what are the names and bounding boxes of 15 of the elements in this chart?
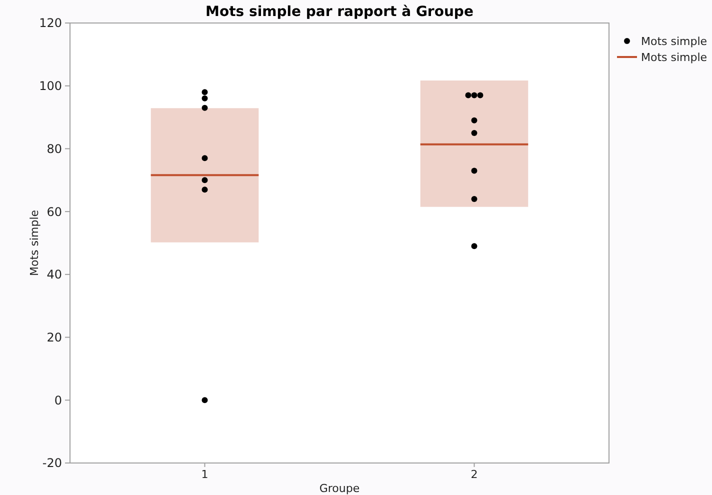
y-tick-label: 80 [46, 142, 62, 156]
y-tick-label: 60 [46, 204, 62, 219]
y-tick-label: -20 [42, 456, 62, 470]
chart-title: Mots simple par rapport à Groupe [206, 4, 474, 20]
x-tick-label: 2 [470, 468, 478, 481]
x-axis-title: Groupe [319, 482, 360, 495]
y-tick-label: 0 [54, 393, 62, 408]
legend-label: Mots simple [641, 50, 708, 64]
y-axis-title: Mots simple [28, 210, 41, 276]
x-tick-label: 1 [201, 468, 208, 481]
y-tick-label: 100 [39, 79, 62, 94]
y-tick-label: 20 [46, 330, 62, 344]
legend-label: Mots simple [641, 34, 708, 48]
y-tick-label: 120 [39, 16, 62, 30]
y-tick-label: 40 [46, 268, 62, 282]
